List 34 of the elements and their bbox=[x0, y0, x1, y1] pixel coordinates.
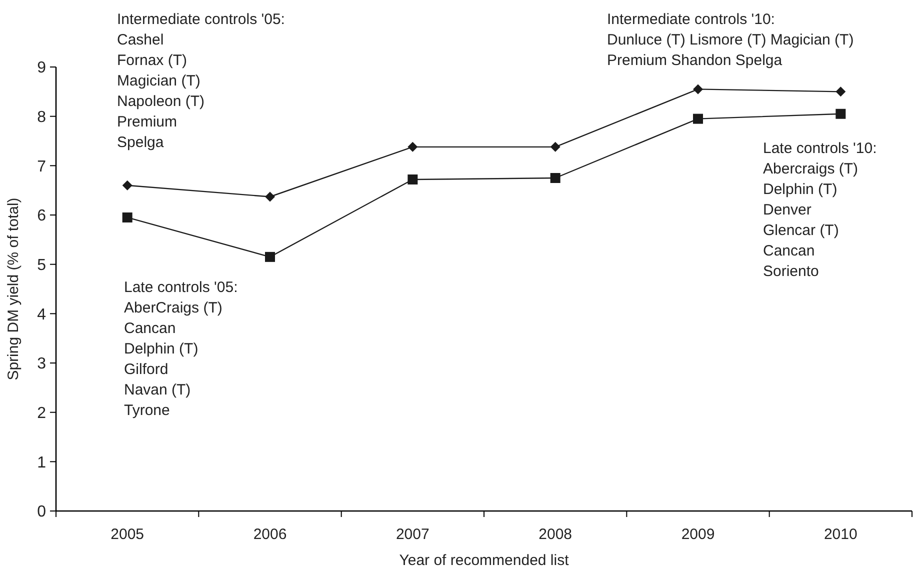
x-tick-label: 2010 bbox=[824, 526, 858, 543]
annotation: Late controls '05: AberCraigs (T) Cancan Delphin (T) Gilford Navan (T) Tyrone bbox=[124, 279, 238, 419]
point bbox=[408, 174, 418, 184]
x-tick-label: 2005 bbox=[110, 526, 144, 543]
point bbox=[693, 114, 703, 124]
y-tick-label: 8 bbox=[37, 108, 46, 126]
annotation: Intermediate controls '05: Cashel Fornax (T) Magician (T) Napoleon (T) Premium Spelga bbox=[117, 11, 285, 151]
point bbox=[550, 142, 560, 152]
x-tick-label: 2007 bbox=[396, 526, 430, 543]
point bbox=[693, 84, 703, 94]
y-tick-label: 0 bbox=[37, 504, 46, 521]
annotation: Intermediate controls '10: Dunluce (T) Lismore (T) Magician (T) Premium Shandon Spelga bbox=[607, 11, 854, 69]
y-axis-title: Spring DM yield (% of total) bbox=[5, 198, 22, 380]
y-tick-label: 9 bbox=[37, 60, 46, 77]
point bbox=[265, 192, 275, 202]
point bbox=[122, 180, 132, 190]
x-tick-label: 2008 bbox=[538, 526, 572, 543]
point bbox=[836, 108, 846, 119]
point bbox=[550, 173, 560, 183]
annotation: Late controls '10: Abercraigs (T) Delphin (T) Denver Glencar (T) Cancan Soriento bbox=[763, 140, 877, 280]
x-tick-label: 2009 bbox=[681, 526, 715, 543]
y-tick-label: 2 bbox=[37, 404, 46, 422]
y-tick-label: 7 bbox=[37, 158, 46, 176]
y-tick-label: 4 bbox=[37, 306, 46, 324]
point bbox=[122, 212, 132, 222]
y-tick-label: 3 bbox=[37, 356, 46, 373]
point bbox=[265, 252, 275, 262]
x-axis-title: Year of recommended list bbox=[399, 552, 570, 569]
y-tick-label: 5 bbox=[37, 256, 46, 274]
point bbox=[836, 86, 846, 97]
y-tick-label: 1 bbox=[37, 454, 46, 472]
x-tick-label: 2006 bbox=[253, 526, 287, 543]
point bbox=[408, 142, 418, 152]
y-tick-label: 6 bbox=[37, 208, 46, 225]
